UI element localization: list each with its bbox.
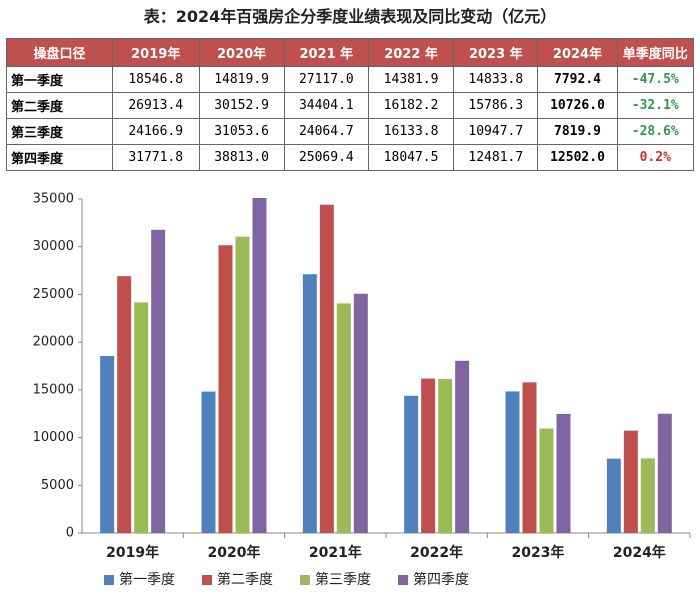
table-cell: 12481.7 <box>453 144 539 171</box>
bar <box>623 430 638 533</box>
y-tick-label: 10000 <box>33 430 74 445</box>
x-tick-label: 2022年 <box>410 544 463 561</box>
table-cell: 14381.9 <box>368 66 455 93</box>
header-row: 操盘口径 2019年 2020年 2021 年 2022 年 2023 年 2024年 单季度… <box>6 38 695 67</box>
y-tick-label: 20000 <box>33 335 74 350</box>
table-cell: 第三季度 <box>6 118 113 145</box>
table-cell: 10726.0 <box>537 92 618 119</box>
table-cell: 16133.8 <box>368 118 455 145</box>
table-row: 第一季度 18546.8 14819.9 27117.0 14381.9 14833.8 7… <box>6 66 695 93</box>
x-tick-label: 2020年 <box>208 544 261 561</box>
bar <box>100 356 115 533</box>
title: 表：2024年百强房企分季度业绩表现及同比变动（亿元） <box>143 7 557 26</box>
legend-label: 第四季度 <box>413 571 469 588</box>
table-cell: 7819.9 <box>537 118 618 145</box>
x-tick-label: 2019年 <box>106 544 159 561</box>
table-cell: 14819.9 <box>198 66 285 93</box>
header-cell: 2020年 <box>198 38 285 67</box>
table-cell: 0.2% <box>616 144 695 171</box>
table-cell: 30152.9 <box>198 92 285 119</box>
bar <box>522 382 537 533</box>
table-cell: 15786.3 <box>453 92 539 119</box>
bar <box>421 378 436 533</box>
chart: 0 5000 10000 15000 20000 25000 30000 35000 2019年… <box>33 192 691 588</box>
bar <box>455 360 470 533</box>
table-cell: -47.5% <box>616 66 695 93</box>
bar <box>201 391 216 533</box>
table-cell: -28.6% <box>616 118 695 145</box>
bar <box>319 204 334 533</box>
bar <box>302 274 317 533</box>
table-cell: 26913.4 <box>111 92 200 119</box>
table-cell: 34404.1 <box>283 92 370 119</box>
bar <box>606 458 621 533</box>
x-tick-label: 2023年 <box>512 544 565 561</box>
bar <box>252 198 267 533</box>
bar <box>505 391 520 533</box>
bar <box>640 458 655 533</box>
table-row: 第三季度 24166.9 31053.6 24064.7 16133.8 10947.7 7… <box>6 118 695 145</box>
y-tick-label: 25000 <box>33 287 74 302</box>
table-cell: 第四季度 <box>6 144 113 171</box>
table-cell: 18047.5 <box>368 144 455 171</box>
y-tick-label: 0 <box>66 526 74 541</box>
table-cell: 38813.0 <box>198 144 285 171</box>
table-row: 第二季度 26913.4 30152.9 34404.1 16182.2 15786.3 1… <box>6 92 695 119</box>
bar <box>556 413 571 533</box>
bar <box>235 236 250 534</box>
legend-swatch <box>300 575 310 585</box>
table-cell: 14833.8 <box>453 66 539 93</box>
bar <box>151 229 166 533</box>
y-tick-label: 15000 <box>33 382 74 397</box>
header-cell: 2021 年 <box>283 38 370 67</box>
table-row: 第四季度 31771.8 38813.0 25069.4 18047.5 12481.7 1… <box>6 144 695 171</box>
y-tick-label: 30000 <box>33 239 74 254</box>
bar <box>438 379 453 533</box>
header-cell: 2022 年 <box>368 38 455 67</box>
x-tick-label: 2024年 <box>613 544 666 561</box>
table-cell: 24166.9 <box>111 118 200 145</box>
table-cell: 第一季度 <box>6 66 113 93</box>
table-cell: 18546.8 <box>111 66 200 93</box>
header-cell: 2023 年 <box>453 38 539 67</box>
header-cell: 2019年 <box>111 38 200 67</box>
y-tick-label: 35000 <box>33 192 74 207</box>
bar <box>539 428 554 533</box>
bar <box>218 245 233 533</box>
table-cell: -32.1% <box>616 92 695 119</box>
data-table: 操盘口径 2019年 2020年 2021 年 2022 年 2023 年 2024年 单季度… <box>6 38 695 171</box>
table-cell: 16182.2 <box>368 92 455 119</box>
x-tick-label: 2021年 <box>309 544 362 561</box>
table-cell: 24064.7 <box>283 118 370 145</box>
legend-swatch <box>202 575 212 585</box>
table-cell: 31053.6 <box>198 118 285 145</box>
header-cell: 2024年 <box>537 38 618 67</box>
header-cell: 单季度同比 <box>616 38 695 67</box>
header-cell: 操盘口径 <box>6 38 113 67</box>
legend-label: 第一季度 <box>119 571 175 588</box>
bar <box>657 413 672 533</box>
legend-swatch <box>104 575 114 585</box>
y-tick-label: 5000 <box>41 478 74 493</box>
table-cell: 7792.4 <box>537 66 618 93</box>
bar <box>134 302 149 533</box>
bar <box>353 293 368 533</box>
bar <box>404 395 419 533</box>
bar <box>117 276 132 533</box>
bar <box>336 303 351 533</box>
table-cell: 25069.4 <box>283 144 370 171</box>
table-cell: 27117.0 <box>283 66 370 93</box>
table-cell: 10947.7 <box>453 118 539 145</box>
table-cell: 31771.8 <box>111 144 200 171</box>
legend-label: 第三季度 <box>315 571 371 588</box>
legend-swatch <box>398 575 408 585</box>
table-cell: 第二季度 <box>6 92 113 119</box>
legend-label: 第二季度 <box>217 571 273 588</box>
table-cell: 12502.0 <box>537 144 618 171</box>
